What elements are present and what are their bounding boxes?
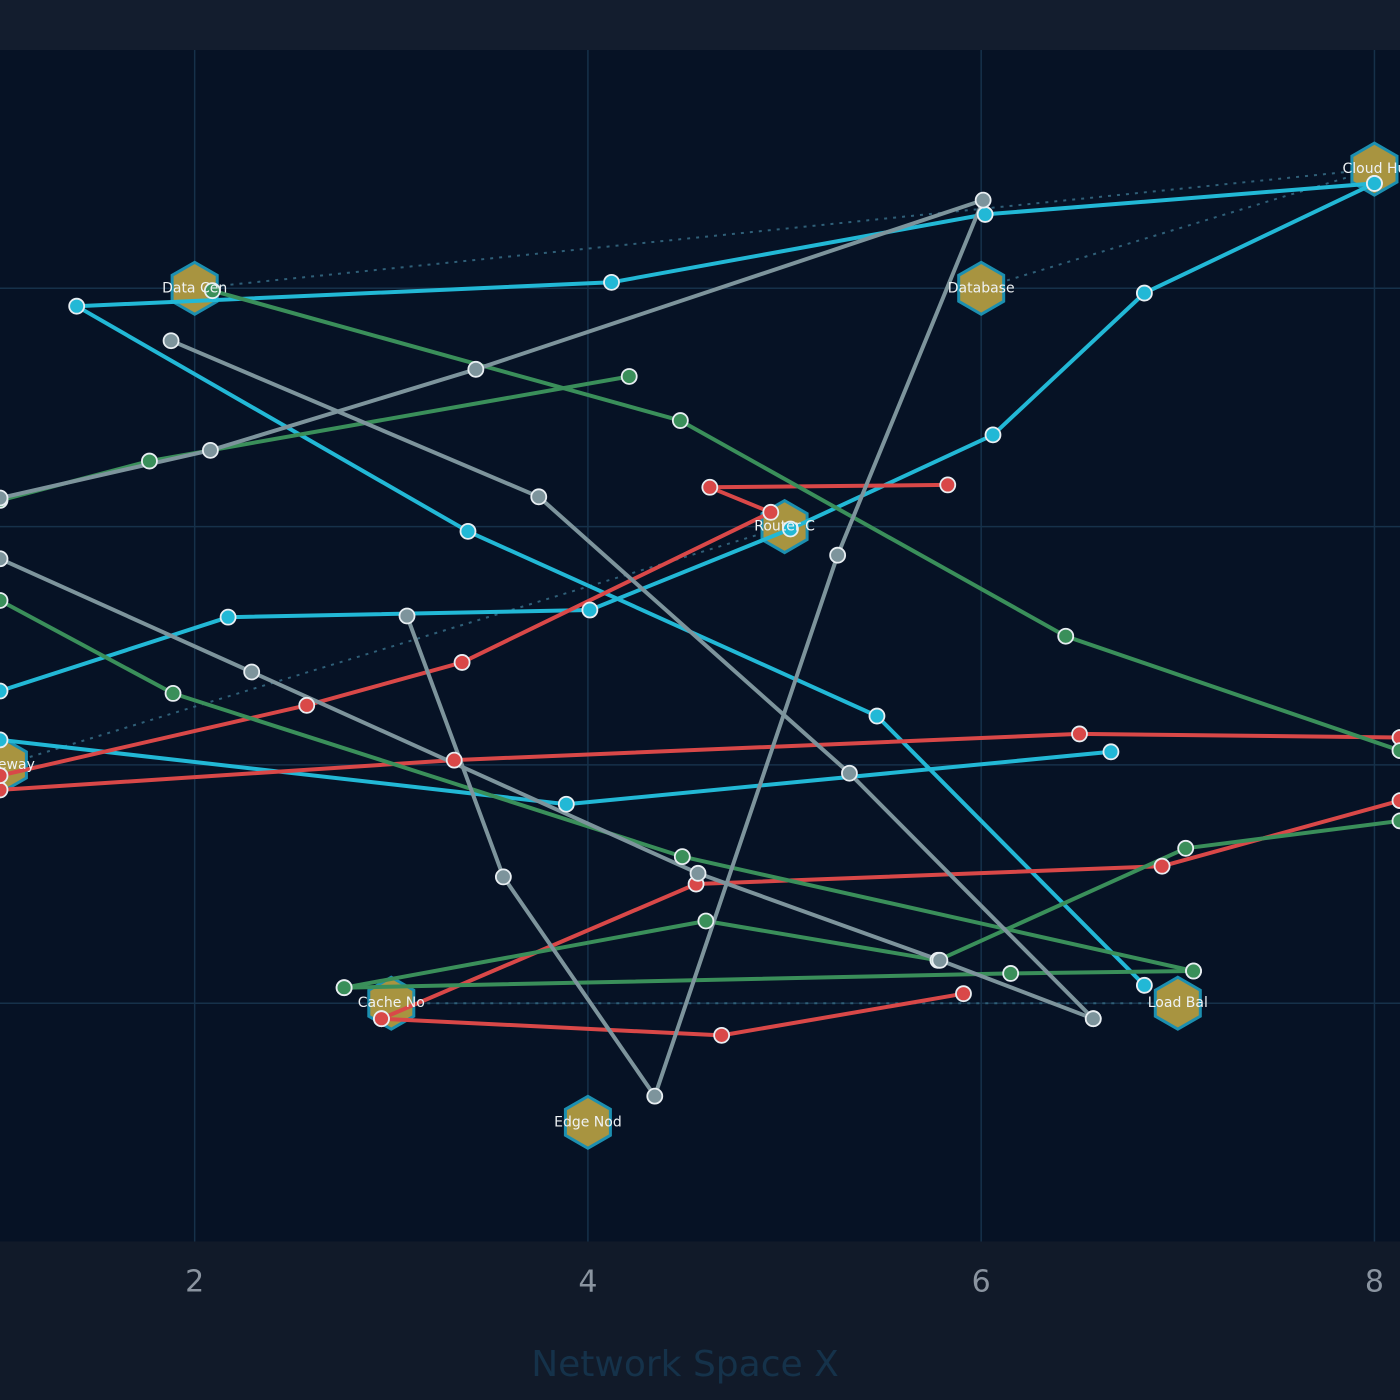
route-point — [689, 864, 707, 882]
route-line — [170, 338, 1095, 1021]
route-point — [201, 441, 219, 459]
route-point — [445, 751, 463, 769]
route-point — [984, 426, 1002, 444]
route-point — [557, 795, 575, 813]
route-point — [373, 1010, 390, 1028]
route-point — [782, 520, 799, 538]
route-point — [713, 1026, 731, 1044]
plot-layer: Data Cen Database Router C Gateway Cache No L… — [0, 50, 1400, 1242]
route-point — [1391, 812, 1400, 830]
route-point — [0, 489, 9, 507]
route-point — [841, 764, 858, 782]
node-label: Gateway — [0, 757, 35, 773]
node-label: Edge Nod — [554, 1114, 622, 1130]
route-point — [530, 488, 548, 506]
route-point — [459, 522, 477, 540]
x-tick-label: 2 — [185, 1265, 204, 1300]
top-bar — [0, 0, 1400, 50]
route-point — [335, 979, 353, 997]
x-tick-label: 6 — [972, 1265, 991, 1300]
route-point — [0, 781, 9, 799]
route-line — [0, 731, 1400, 792]
route-point — [1071, 725, 1088, 743]
route-point — [1177, 839, 1195, 857]
node-label: Cloud Hu — [1343, 161, 1400, 177]
route-point — [1391, 792, 1400, 810]
route-point — [620, 368, 638, 385]
route-point — [164, 685, 182, 702]
route-point — [976, 206, 994, 223]
route-point — [673, 848, 691, 866]
route-point — [701, 478, 719, 496]
route-point — [494, 868, 512, 886]
route-point — [1391, 742, 1400, 759]
route-point — [1185, 962, 1202, 980]
route-point — [1366, 175, 1383, 192]
route-line — [0, 482, 948, 778]
route-point — [162, 332, 180, 350]
route-point — [868, 707, 886, 725]
route-point — [0, 550, 9, 568]
route-point — [141, 452, 158, 470]
route-point — [1135, 284, 1153, 302]
route-point — [467, 360, 485, 378]
route-point — [671, 412, 689, 429]
route-point — [603, 273, 620, 291]
node-label: Router C — [754, 519, 815, 535]
network-node — [1153, 975, 1202, 1031]
route-point — [398, 607, 416, 625]
node-label: Cache No — [358, 995, 425, 1011]
route-point — [1102, 743, 1120, 761]
node-label: Database — [948, 280, 1015, 296]
route-point — [243, 663, 261, 681]
network-node — [957, 260, 1006, 317]
route-point — [0, 731, 9, 749]
route-point — [1057, 627, 1075, 645]
route-point — [1084, 1010, 1102, 1028]
route-point — [453, 654, 471, 671]
route-point — [1153, 857, 1171, 875]
route-point — [581, 601, 599, 619]
route-point — [829, 546, 847, 564]
x-tick-label: 8 — [1365, 1265, 1384, 1300]
route-point — [939, 476, 957, 494]
network-node — [563, 1094, 612, 1151]
route-point — [646, 1087, 664, 1105]
route-point — [1391, 729, 1400, 746]
x-axis-title: Network Space X — [531, 1344, 839, 1385]
route-point — [0, 682, 9, 700]
route-point — [298, 696, 316, 714]
x-tick-label: 4 — [578, 1265, 597, 1300]
route-point — [931, 951, 949, 969]
route-point — [697, 912, 715, 930]
network-node — [1350, 141, 1399, 197]
route-point — [762, 503, 780, 521]
plot-area — [0, 50, 1400, 1242]
route-point — [955, 985, 972, 1003]
route-point — [1135, 976, 1153, 994]
route-line — [0, 198, 986, 1099]
route-point — [203, 282, 221, 300]
route-point — [0, 592, 9, 609]
node-label: Data Cen — [162, 280, 227, 296]
route-line — [211, 288, 1400, 753]
route-point — [974, 191, 992, 209]
link-edge — [3, 525, 785, 766]
node-label: Load Bal — [1148, 995, 1208, 1011]
route-point — [1002, 965, 1020, 982]
route-point — [68, 297, 86, 315]
route-point — [0, 767, 9, 785]
route-point — [219, 608, 237, 626]
route-line — [0, 598, 1194, 973]
